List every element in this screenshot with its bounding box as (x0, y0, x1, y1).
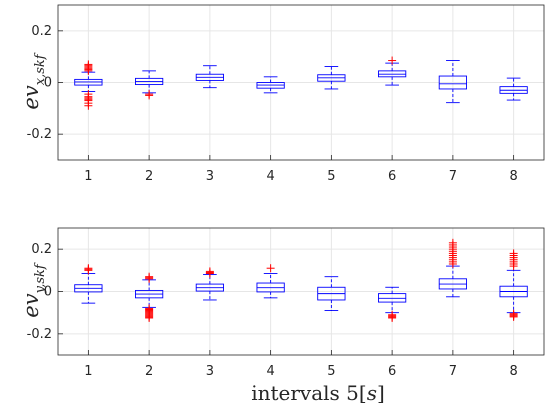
svg-text:evy,skf: evy,skf (19, 262, 48, 318)
bottom-box-7 (438, 238, 467, 298)
bottom-y-axis-label-sub: y,skf (33, 262, 48, 294)
bottom-box-7-outlier-10 (448, 238, 457, 247)
top-box-2 (135, 70, 164, 100)
svg-text:evx,skf: evx,skf (19, 52, 48, 109)
bottom-box-1 (74, 264, 103, 304)
top-xtick-label-3: 3 (206, 169, 214, 184)
top-y-axis-label-main: ev (19, 85, 43, 109)
top-xtick-label-4: 4 (266, 169, 274, 184)
top-box-3 (195, 65, 224, 89)
top-box-2-outlier-1 (145, 91, 154, 100)
bottom-xtick-label-7: 7 (449, 364, 457, 379)
top-box-8 (499, 77, 528, 101)
top-ytick-label-0: -0.2 (27, 127, 52, 142)
top-box-plot-panel: -0.2 0 0.2 1 2 3 4 5 6 7 8 (27, 4, 545, 184)
bottom-xtick-label-5: 5 (327, 364, 335, 379)
bottom-box-4 (256, 264, 285, 299)
top-box-4 (256, 76, 285, 94)
top-ytick-label-1: 0 (44, 76, 52, 91)
bottom-box-3 (195, 267, 224, 301)
bottom-box-1-outlier-2 (84, 264, 93, 273)
bottom-box-8-outlier-10 (509, 249, 518, 258)
bottom-ytick-label-0: -0.2 (27, 327, 52, 342)
bottom-box-8 (499, 249, 528, 321)
bottom-ytick-label-1: 0 (44, 285, 52, 300)
bottom-box-2 (135, 272, 164, 322)
bottom-box-4-outlier-0 (266, 264, 275, 273)
bottom-box-plot-panel: -0.2 0 0.2 1 2 3 4 5 6 7 8 (27, 227, 545, 379)
top-y-axis-label-sub: x,skf (33, 52, 48, 85)
bottom-y-axis-label-main: ev (19, 293, 43, 317)
bottom-x-axis-label: intervals 5[s] (251, 381, 385, 405)
bottom-box-6 (378, 286, 407, 322)
top-xtick-label-7: 7 (449, 169, 457, 184)
top-box-1-outlier-6 (84, 101, 93, 110)
bottom-y-axis-label: evy,skf (19, 262, 48, 318)
bottom-xtick-label-2: 2 (145, 364, 153, 379)
x-axis-label-end: ] (377, 381, 385, 405)
bottom-box-5 (317, 276, 346, 311)
x-axis-label-main: intervals 5[ (251, 381, 366, 405)
top-xtick-label-6: 6 (388, 169, 396, 184)
bottom-box-3-outlier-2 (205, 267, 214, 276)
bottom-box-8-outlier-3 (509, 312, 518, 321)
bottom-box-2-outlier-9 (145, 313, 154, 322)
top-box-7 (438, 60, 467, 104)
bottom-xtick-label-4: 4 (266, 364, 274, 379)
bottom-xtick-label-1: 1 (84, 364, 92, 379)
bottom-xtick-label-6: 6 (388, 364, 396, 379)
bottom-xtick-label-3: 3 (206, 364, 214, 379)
top-xtick-label-2: 2 (145, 169, 153, 184)
top-ytick-label-2: 0.2 (31, 24, 52, 39)
top-y-axis-label: evx,skf (19, 52, 48, 109)
top-box-1-outlier-12 (84, 60, 93, 69)
x-axis-label-unit: s (367, 381, 377, 405)
top-box-5 (317, 66, 346, 90)
bottom-xtick-label-8: 8 (509, 364, 517, 379)
top-box-6 (378, 56, 407, 86)
bottom-ytick-label-2: 0.2 (31, 242, 52, 257)
top-xtick-label-8: 8 (509, 169, 517, 184)
top-xtick-label-5: 5 (327, 169, 335, 184)
top-xtick-label-1: 1 (84, 169, 92, 184)
top-box-1 (74, 60, 103, 110)
bottom-box-6-outlier-3 (388, 313, 397, 322)
top-box-7-iqr (438, 75, 467, 90)
bottom-box-2-outlier-12 (145, 272, 154, 281)
top-box-6-outlier-0 (388, 56, 397, 65)
